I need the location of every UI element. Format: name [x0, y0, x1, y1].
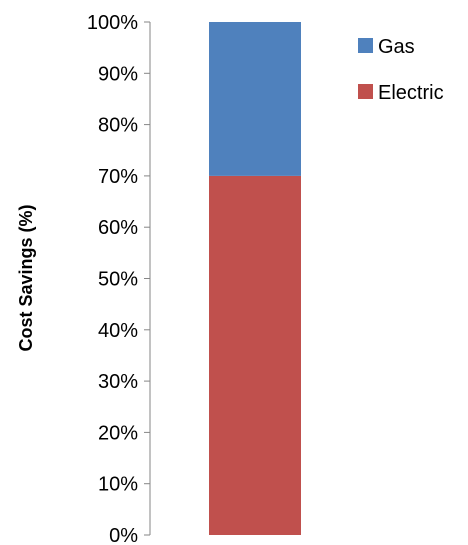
legend-label-electric: Electric: [378, 82, 444, 104]
y-axis-title: Cost Savings (%): [16, 204, 36, 351]
legend-swatch-gas: [358, 38, 373, 53]
bars: [209, 22, 301, 535]
y-tick-label: 100%: [87, 12, 138, 34]
y-tick-label: 40%: [98, 320, 138, 342]
y-tick-label: 10%: [98, 474, 138, 496]
y-tick-label: 30%: [98, 371, 138, 393]
y-tick-label: 90%: [98, 63, 138, 85]
legend-label-gas: Gas: [378, 36, 415, 58]
bar-segment-gas: [209, 22, 301, 176]
y-tick-label: 70%: [98, 166, 138, 188]
legend-swatch-electric: [358, 84, 373, 99]
y-axis-ticks: 0% 10% 20% 30% 40% 50% 60% 70% 80% 90% 100%: [87, 12, 150, 545]
y-tick-label: 20%: [98, 422, 138, 444]
legend: Gas Electric: [358, 36, 444, 104]
y-tick-label: 80%: [98, 115, 138, 137]
bar-segment-electric: [209, 175, 301, 535]
y-tick-label: 0%: [109, 525, 138, 545]
y-tick-label: 60%: [98, 217, 138, 239]
y-tick-label: 50%: [98, 269, 138, 291]
